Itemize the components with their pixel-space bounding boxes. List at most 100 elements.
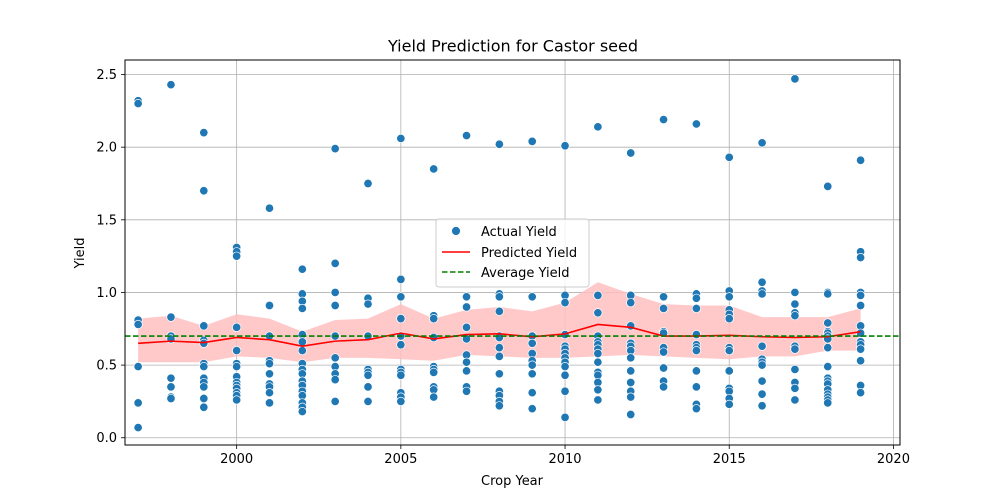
actual-yield-point (330, 396, 340, 406)
actual-yield-point (560, 361, 570, 372)
actual-yield-point (856, 344, 866, 354)
legend: Actual Yield Predicted Yield Average Yie… (435, 218, 590, 288)
actual-yield-point (166, 373, 176, 383)
x-tick-label: 2000 (220, 452, 253, 467)
actual-yield-point (560, 298, 570, 308)
actual-yield-point (133, 99, 143, 109)
actual-yield-point (232, 322, 242, 332)
actual-yield-point (823, 318, 833, 328)
x-tick-label: 2005 (384, 452, 417, 467)
actual-yield-point (461, 386, 472, 396)
actual-yield-point (133, 423, 143, 433)
actual-yield-point (396, 370, 406, 380)
y-tick-label: 1.5 (96, 213, 117, 228)
actual-yield-point (429, 164, 439, 174)
actual-yield-point (494, 343, 504, 353)
actual-yield-point (691, 293, 701, 303)
actual-yield-point (757, 341, 767, 351)
actual-yield-point (330, 287, 340, 297)
actual-yield-point (166, 382, 176, 392)
actual-yield-point (856, 253, 866, 263)
predicted-yield-line (138, 323, 861, 348)
actual-yield-point (659, 363, 669, 373)
prediction-confidence-band (138, 282, 861, 363)
actual-yield-point (297, 303, 307, 313)
y-tick-label: 0.5 (96, 359, 117, 374)
actual-yield-point (396, 396, 406, 406)
x-tick-label: 2010 (548, 452, 581, 467)
actual-yield-point (724, 346, 734, 356)
actual-yield-point (659, 382, 669, 392)
actual-yield-point (297, 264, 307, 274)
actual-yield-point (494, 369, 504, 379)
actual-yield-point (527, 388, 537, 398)
actual-yield-point (461, 357, 472, 367)
actual-yield-point (330, 144, 340, 154)
actual-yield-point (560, 412, 570, 422)
actual-yield-point (626, 148, 636, 158)
legend-label-average: Average Yield (481, 266, 569, 281)
actual-yield-point (560, 141, 570, 151)
actual-yield-point (593, 290, 603, 300)
y-tick-label: 1.0 (96, 286, 117, 301)
actual-yield-point (790, 383, 800, 393)
actual-yield-point (856, 290, 866, 300)
actual-yield-point (494, 139, 504, 149)
actual-yield-point (626, 298, 636, 308)
actual-yield-point (691, 382, 701, 392)
actual-yield-point (232, 361, 242, 372)
actual-yield-point (593, 395, 603, 405)
actual-yield-point (691, 346, 701, 356)
actual-yield-point (757, 389, 767, 399)
actual-yield-point (396, 133, 406, 143)
actual-yield-point (724, 152, 734, 162)
actual-yield-point (330, 375, 340, 385)
y-tick-label: 0.0 (96, 431, 117, 446)
actual-yield-point (757, 401, 767, 411)
actual-yield-point (626, 377, 636, 388)
actual-yield-point (626, 392, 636, 402)
actual-yield-point (691, 404, 701, 414)
actual-yield-point (396, 340, 406, 350)
actual-yield-point (461, 292, 472, 302)
actual-yield-point (133, 319, 143, 329)
actual-yield-point (461, 131, 472, 141)
actual-yield-point (626, 353, 636, 363)
actual-yield-point (527, 404, 537, 414)
actual-yield-point (724, 314, 734, 324)
legend-label-actual: Actual Yield (481, 225, 557, 240)
actual-yield-point (659, 303, 669, 313)
actual-yield-point (856, 388, 866, 398)
actual-yield-point (691, 119, 701, 129)
actual-yield-point (494, 401, 504, 411)
x-axis-label: Crop Year (481, 474, 544, 489)
actual-yield-points (133, 74, 866, 433)
actual-yield-point (560, 386, 570, 396)
actual-yield-point (166, 312, 176, 322)
actual-yield-point (232, 251, 242, 261)
actual-yield-point (691, 303, 701, 313)
actual-yield-point (527, 338, 537, 348)
actual-yield-point (593, 357, 603, 367)
actual-yield-point (856, 155, 866, 165)
actual-yield-point (264, 300, 275, 311)
actual-yield-point (724, 366, 734, 376)
actual-yield-point (363, 382, 373, 392)
actual-yield-point (199, 402, 209, 412)
actual-yield-point (790, 311, 800, 321)
actual-yield-point (691, 330, 701, 340)
actual-yield-point (396, 292, 406, 302)
actual-yield-point (429, 392, 439, 402)
actual-yield-point (264, 388, 275, 398)
actual-yield-point (757, 289, 767, 299)
actual-yield-point (527, 136, 537, 146)
y-axis-label: Yield (73, 238, 88, 270)
actual-yield-point (166, 393, 176, 404)
x-axis-ticks: 2000 2005 2010 2015 2020 (220, 445, 910, 467)
actual-yield-point (823, 343, 833, 353)
y-axis-ticks: 0.0 0.5 1.0 1.5 2.0 2.5 (96, 68, 125, 446)
actual-yield-point (429, 367, 439, 377)
y-tick-label: 2.5 (96, 68, 117, 83)
